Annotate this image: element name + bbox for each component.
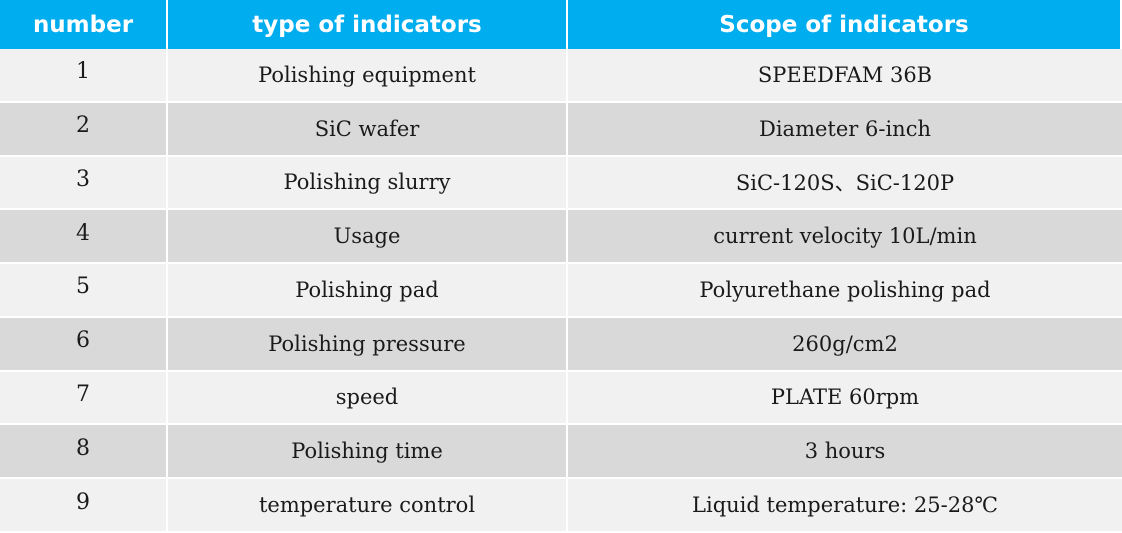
- row-type: temperature control: [168, 479, 568, 533]
- row-type: Polishing pressure: [168, 317, 568, 372]
- row-number: 2: [0, 102, 168, 157]
- row-scope: SiC-120S、SiC-120P: [568, 156, 1122, 211]
- header-number: number: [0, 0, 168, 49]
- row-type: speed: [168, 371, 568, 426]
- row-scope: current velocity 10L/min: [568, 210, 1122, 265]
- row-type: Polishing time: [168, 425, 568, 480]
- row-number: 9: [0, 479, 168, 533]
- row-number: 8: [0, 425, 168, 480]
- row-number: 6: [0, 317, 168, 372]
- row-scope: SPEEDFAM 36B: [568, 49, 1122, 103]
- row-scope: 3 hours: [568, 425, 1122, 480]
- row-number: 4: [0, 210, 168, 265]
- row-scope: 260g/cm2: [568, 317, 1122, 372]
- row-type: Polishing pad: [168, 264, 568, 318]
- row-type: Polishing equipment: [168, 49, 568, 103]
- header-scope-of-indicators: Scope of indicators: [568, 0, 1122, 49]
- row-scope: Polyurethane polishing pad: [568, 264, 1122, 318]
- row-type: Usage: [168, 210, 568, 265]
- row-number: 1: [0, 49, 168, 103]
- row-number: 3: [0, 156, 168, 211]
- row-number: 5: [0, 264, 168, 318]
- row-type: SiC wafer: [168, 102, 568, 157]
- row-number: 7: [0, 371, 168, 426]
- row-scope: Diameter 6-inch: [568, 102, 1122, 157]
- row-scope: Liquid temperature: 25-28℃: [568, 479, 1122, 533]
- row-type: Polishing slurry: [168, 156, 568, 211]
- row-scope: PLATE 60rpm: [568, 371, 1122, 426]
- header-type-of-indicators: type of indicators: [168, 0, 568, 49]
